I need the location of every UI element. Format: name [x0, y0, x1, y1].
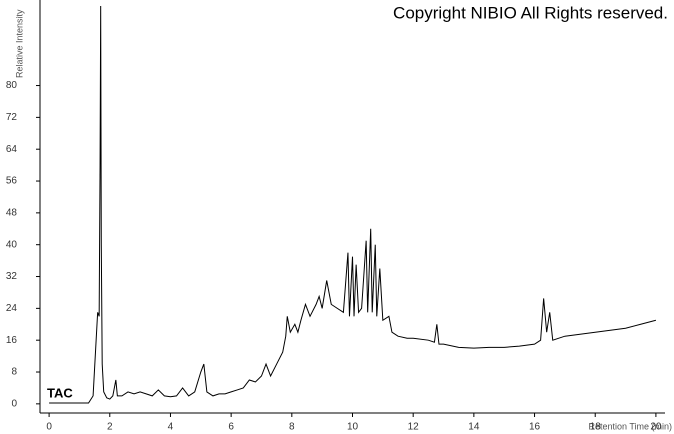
y-tick-label: 40 [6, 239, 18, 250]
x-tick-label: 6 [228, 422, 234, 433]
x-tick-label: 0 [46, 422, 52, 433]
x-tick-label: 10 [347, 422, 359, 433]
y-tick-label: 64 [6, 144, 18, 155]
y-tick-label: 8 [11, 367, 17, 378]
y-tick-label: 72 [6, 112, 18, 123]
x-tick-label: 2 [107, 422, 113, 433]
y-tick-label: 24 [6, 303, 18, 314]
x-tick-label: 20 [650, 422, 662, 433]
x-tick-label: 4 [168, 422, 174, 433]
x-tick-label: 16 [529, 422, 541, 433]
y-tick-label: 16 [6, 335, 18, 346]
trace-label: TAC [47, 385, 73, 400]
y-tick-label: 32 [6, 271, 18, 282]
x-tick-label: 18 [590, 422, 602, 433]
x-axis-label: Retention Time (min) [588, 421, 672, 431]
trace-line [49, 5, 657, 404]
x-tick-label: 12 [408, 422, 420, 433]
y-axis-label: Relative Intensity [14, 9, 24, 78]
y-tick-label: 56 [6, 176, 18, 187]
copyright: Copyright NIBIO All Rights reserved. [393, 3, 668, 22]
y-tick-label: 80 [6, 80, 18, 91]
x-tick-label: 14 [468, 422, 480, 433]
y-tick-label: 48 [6, 208, 18, 219]
y-tick-label: 0 [11, 398, 17, 409]
x-tick-label: 8 [289, 422, 295, 433]
